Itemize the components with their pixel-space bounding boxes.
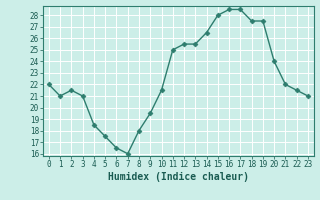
X-axis label: Humidex (Indice chaleur): Humidex (Indice chaleur) bbox=[108, 172, 249, 182]
